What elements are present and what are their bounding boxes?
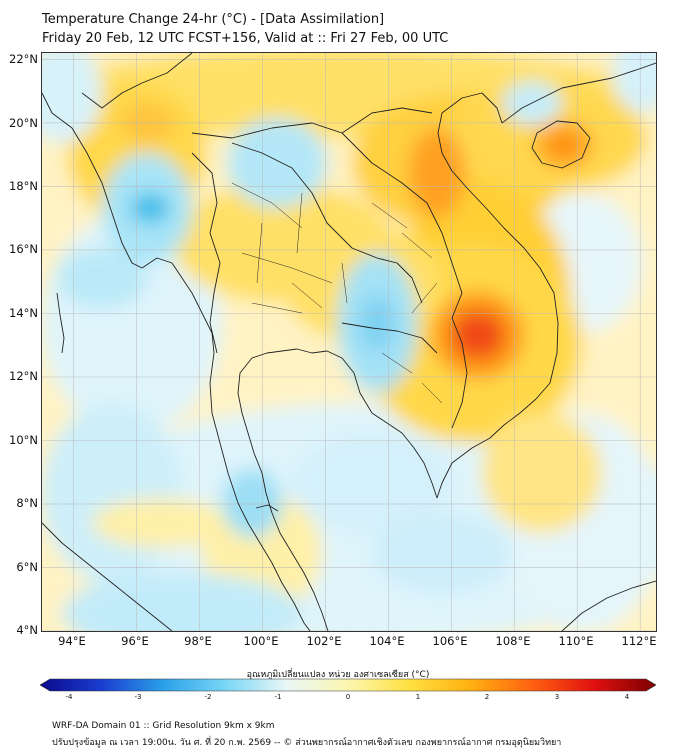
field-cool-nw [42, 53, 102, 143]
coastline-borneo [561, 580, 656, 631]
coastline-malay-peninsula-west [247, 522, 311, 631]
lon-label: 100°E [243, 634, 279, 648]
field-cool-myanmar-core [130, 192, 170, 224]
lat-label: 16°N [9, 242, 38, 256]
lat-label: 6°N [16, 560, 38, 574]
temperature-change-map [41, 52, 657, 632]
field-warm-ridge [409, 128, 465, 218]
colorbar-tick-label: 2 [484, 693, 490, 701]
border-myanmar-india [81, 53, 193, 109]
chart-subtitle: Friday 20 Feb, 12 UTC FCST+156, Valid at… [42, 31, 449, 46]
lon-label: 98°E [184, 634, 212, 648]
province-lines-thailand [231, 182, 348, 314]
lat-label: 4°N [16, 623, 38, 637]
lat-label: 22°N [9, 52, 38, 66]
field-cool-far-south [62, 573, 302, 631]
field-warm-sw-strip [92, 498, 232, 548]
coastline-cambodia-vietnam-south [436, 92, 559, 499]
coastline-hainan [531, 120, 591, 169]
coastlines-and-borders [42, 53, 656, 631]
border-china-north [191, 107, 433, 139]
lon-label: 108°E [495, 634, 531, 648]
footer-model-info: WRF-DA Domain 01 :: Grid Resolution 9km … [52, 721, 275, 731]
lat-label: 14°N [9, 306, 38, 320]
field-cool-malay [222, 468, 282, 538]
border-cambodia-vietnam [451, 317, 468, 429]
field-cool-isan-core [359, 295, 395, 351]
coastline-myanmar-bay [42, 92, 249, 524]
coastline-sumatra [42, 522, 173, 631]
lat-label: 8°N [16, 496, 38, 510]
field-cool-sw [42, 403, 182, 583]
lon-label: 94°E [58, 634, 86, 648]
colorbar-tick-label: 0 [345, 693, 351, 701]
field-hot-center [452, 311, 504, 359]
field-cool-gulf [372, 513, 512, 593]
lat-label: 18°N [9, 179, 38, 193]
field-cool-sea [292, 433, 452, 533]
field-warm-hainan-core [550, 134, 578, 156]
colorbar-tick-label: 4 [624, 693, 630, 701]
border-laos-vietnam [341, 132, 463, 319]
lon-label: 106°E [432, 634, 468, 648]
colorbar-tick-label: -1 [274, 693, 282, 701]
lon-label: 96°E [121, 634, 149, 648]
lon-label: 110°E [558, 634, 594, 648]
colorbar [40, 678, 656, 692]
field-warm-vietnam-coast [482, 413, 602, 533]
border-thailand-laos [231, 142, 423, 304]
colorbar-tick-label: -3 [134, 693, 142, 701]
coastline-andaman-islands [56, 292, 65, 354]
coastline-south-china-coast [501, 62, 656, 124]
border-myanmar-thailand [191, 152, 221, 354]
field-cool-north-thai [227, 118, 327, 208]
colorbar-title: อุณหภูมิเปลี่ยนแปลง หน่วย องศาเซลเซียส (… [246, 670, 430, 680]
lat-label: 12°N [9, 369, 38, 383]
chart-title: Temperature Change 24-hr (°C) - [Data As… [42, 12, 385, 27]
colorbar-tick-label: 3 [554, 693, 560, 701]
field-cool-bay-east [57, 248, 147, 308]
coastline-malay-peninsula-east [237, 348, 329, 631]
field-cool-ne-corner [612, 53, 656, 113]
colorbar-tick-label: -4 [65, 693, 73, 701]
gridlines [42, 53, 656, 631]
temperature-field [42, 53, 656, 631]
lat-label: 10°N [9, 433, 38, 447]
colorbar-tick-label: -2 [204, 693, 212, 701]
border-thailand-malaysia [255, 504, 279, 512]
colorbar-body [40, 678, 656, 692]
footer-credit: ปรับปรุงข้อมูล ณ เวลา 19:00น. วัน ศ. ที่… [52, 738, 562, 748]
lon-label: 112°E [621, 634, 657, 648]
border-thailand-cambodia [341, 322, 438, 354]
coastline-gulf-thailand-north [296, 348, 438, 499]
lon-label: 104°E [369, 634, 405, 648]
province-lines-laos-cambodia [371, 202, 443, 404]
colorbar-tick-label: 1 [415, 693, 421, 701]
lat-label: 20°N [9, 116, 38, 130]
lon-label: 102°E [306, 634, 342, 648]
